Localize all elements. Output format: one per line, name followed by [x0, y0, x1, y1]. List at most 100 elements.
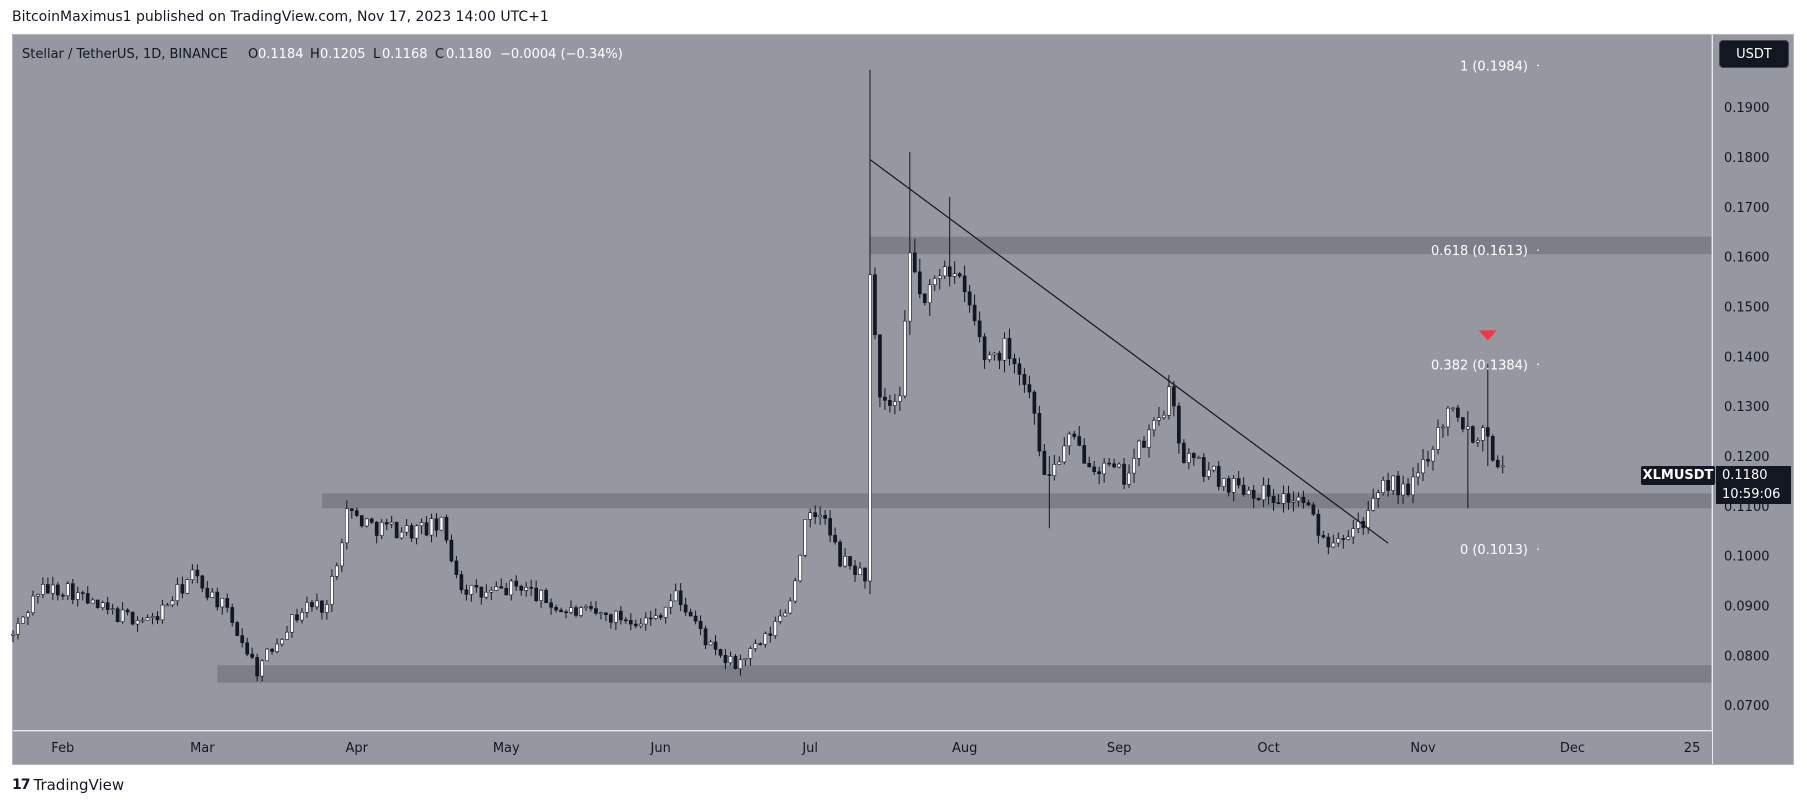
candle-body-169: [853, 565, 857, 575]
candle-body-15: [85, 593, 90, 604]
candle-body-39: [205, 587, 210, 598]
candle-body-229: [1152, 420, 1156, 431]
candle-body-14: [80, 592, 85, 594]
candle-body-160: [808, 512, 813, 520]
candle-body-268: [1346, 536, 1351, 540]
candle-body-280: [1406, 483, 1410, 496]
candle-body-18: [100, 602, 105, 608]
candle-body-293: [1471, 426, 1475, 443]
descending-trendline: [869, 159, 1389, 544]
currency-button[interactable]: USDT: [1719, 40, 1789, 68]
candle-body-147: [743, 658, 748, 661]
price-axis[interactable]: 0.07000.08000.09000.10000.11000.12000.13…: [1711, 35, 1793, 764]
candle-body-163: [823, 515, 827, 519]
candle-body-96: [489, 590, 494, 593]
plot-area[interactable]: 1 (0.1984) 0.618 (0.1613) 0.382 (0.1384) 0 …: [11, 35, 1713, 730]
candle-body-227: [1142, 440, 1146, 448]
candle-body-31: [165, 604, 170, 607]
candle-body-232: [1167, 386, 1171, 416]
candle-body-104: [529, 586, 534, 589]
candle-body-185: [932, 278, 937, 286]
candle-body-244: [1226, 478, 1231, 493]
candle-body-255: [1281, 493, 1286, 504]
candle-body-53: [275, 643, 279, 652]
candle-body-279: [1401, 483, 1405, 496]
candle-body-288: [1446, 407, 1450, 428]
candle-body-64: [330, 576, 334, 605]
candle-body-197: [992, 352, 997, 356]
candle-body-166: [838, 541, 842, 567]
candle-body-165: [833, 534, 837, 543]
candle-body-179: [903, 320, 907, 397]
candle-body-284: [1426, 459, 1430, 462]
candle-body-254: [1276, 502, 1281, 504]
candle-body-252: [1266, 484, 1271, 497]
candle-body-176: [888, 400, 892, 406]
candle-body-108: [549, 602, 553, 608]
candle-body-175: [883, 396, 887, 401]
fib-label-0: 1 (0.1984): [1460, 59, 1528, 74]
time-axis-background: [13, 731, 1712, 764]
candle-body-257: [1291, 500, 1296, 503]
candle-body-296: [1485, 427, 1490, 437]
legend-h-value: 0.1205: [320, 47, 366, 62]
candle-body-120: [609, 614, 613, 623]
candle-body-13: [75, 592, 80, 600]
legend-o-value: 0.1184: [258, 47, 304, 62]
candle-body-149: [753, 643, 758, 649]
footer-brand[interactable]: 17 TradingView: [12, 776, 124, 794]
candle-body-266: [1336, 538, 1341, 544]
candle-body-157: [793, 580, 798, 602]
candle-body-181: [912, 252, 917, 273]
candle-body-94: [479, 586, 484, 598]
candle-body-12: [70, 583, 75, 600]
candle-body-136: [688, 611, 693, 617]
chart-frame[interactable]: [12, 34, 1794, 765]
candle-body-23: [125, 609, 130, 613]
candle-body-109: [554, 607, 558, 611]
price-tag-symbol: XLMUSDT: [1641, 466, 1715, 485]
candle-body-214: [1077, 436, 1082, 446]
candle-body-158: [798, 554, 803, 582]
candle-body-116: [589, 606, 593, 609]
time-tick-6: Aug: [952, 741, 977, 756]
candle-body-133: [673, 590, 678, 602]
candle-body-9: [55, 584, 60, 596]
candle-body-84: [429, 518, 434, 536]
candle-body-187: [942, 266, 947, 277]
candle-body-282: [1416, 472, 1420, 478]
candle-body-230: [1157, 417, 1161, 421]
candle-body-78: [399, 531, 404, 539]
candle-body-295: [1480, 427, 1485, 441]
time-tick-11: 25: [1684, 741, 1701, 756]
candle-body-115: [584, 606, 588, 608]
publish-info: BitcoinMaximus1 published on TradingView…: [12, 9, 549, 25]
candle-body-186: [937, 275, 942, 279]
legend-o-label: O: [248, 47, 258, 62]
time-tick-10: Dec: [1560, 741, 1585, 756]
price-tick-0: 0.0700: [1724, 699, 1770, 714]
candle-body-44: [230, 607, 235, 623]
price-tick-3: 0.1000: [1724, 550, 1770, 565]
candle-body-127: [643, 617, 648, 625]
candle-body-80: [409, 525, 414, 539]
candle-body-286: [1436, 427, 1440, 450]
time-axis[interactable]: Feb Mar Apr May Jun Jul Aug Sep Oct Nov Dec 25: [13, 730, 1712, 764]
candle-body-0: [11, 633, 15, 636]
candle-body-200: [1007, 338, 1012, 359]
candle-body-117: [594, 608, 598, 614]
candle-body-236: [1187, 453, 1191, 463]
candle-body-56: [290, 614, 294, 633]
candle-body-209: [1052, 464, 1057, 476]
candle-body-294: [1475, 440, 1480, 443]
candle-body-98: [499, 586, 504, 589]
candle-body-199: [1002, 338, 1007, 361]
candle-body-238: [1196, 457, 1201, 459]
candle-body-135: [683, 604, 688, 613]
candle-body-211: [1062, 445, 1067, 463]
candle-body-242: [1216, 465, 1221, 487]
candle-body-196: [987, 354, 992, 360]
fib-label-3: 0 (0.1013): [1460, 543, 1528, 558]
candle-body-118: [599, 612, 603, 615]
